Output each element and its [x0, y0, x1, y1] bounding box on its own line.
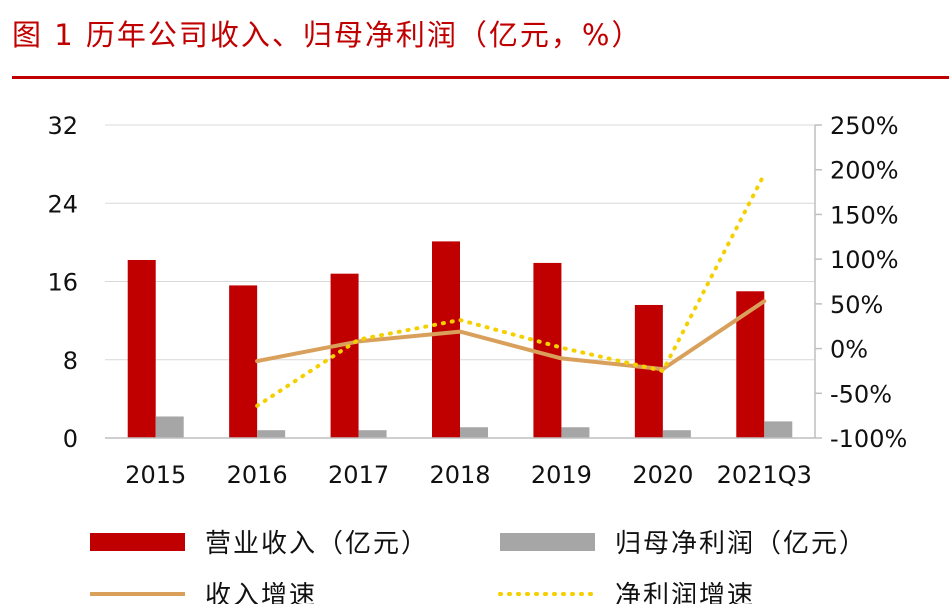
net-profit-bar: [155, 416, 184, 438]
legend-label: 营业收入（亿元）: [205, 529, 429, 559]
x-tick-label: 2018: [429, 461, 490, 489]
right-tick-label: 150%: [830, 201, 899, 229]
x-tick-label: 2020: [632, 461, 693, 489]
chart-title: 图 1 历年公司收入、归母净利润（亿元，%）: [12, 18, 643, 52]
left-tick-label: 24: [47, 190, 78, 218]
profit-growth-line: [255, 172, 767, 408]
revenue-bar: [229, 285, 258, 438]
x-tick-label: 2019: [531, 461, 592, 489]
net-profit-bar: [764, 421, 793, 438]
axes: [105, 124, 822, 439]
growth-lines: [255, 172, 767, 408]
right-tick-label: -100%: [830, 425, 907, 453]
legend-swatch: [500, 533, 595, 551]
net-profit-bar: [561, 427, 590, 438]
x-tick-label: 2015: [125, 461, 186, 489]
x-tick-label: 2021Q3: [717, 461, 812, 489]
legend-label: 净利润增速: [615, 581, 755, 604]
x-tick-label: 2016: [227, 461, 288, 489]
net-profit-bar: [460, 427, 488, 438]
right-tick-label: 250%: [830, 112, 899, 140]
left-tick-label: 16: [47, 269, 78, 297]
net-profit-bar: [662, 430, 691, 438]
legend-label: 收入增速: [205, 581, 317, 604]
legend: 营业收入（亿元） 归母净利润（亿元） 收入增速 净利润增速: [90, 529, 867, 604]
legend-swatch: [90, 533, 185, 551]
left-tick-label: 32: [47, 112, 78, 140]
right-tick-label: 0%: [830, 336, 868, 364]
right-tick-label: -50%: [830, 380, 892, 408]
x-tick-label: 2017: [328, 461, 389, 489]
revenue-bar: [634, 304, 663, 438]
title-underline: [12, 76, 949, 79]
left-tick-label: 0: [63, 425, 78, 453]
bars: [127, 241, 793, 438]
revenue-growth-line: [255, 299, 767, 372]
legend-label: 归母净利润（亿元）: [615, 529, 867, 559]
revenue-bar: [127, 259, 156, 438]
tick-labels: 0 8 16 24 32 -100% -50% 0% 50% 100% 150% 200% 250% 20…: [47, 112, 907, 489]
net-profit-bar: [257, 430, 286, 438]
right-tick-label: 200%: [830, 157, 899, 185]
revenue-bar: [432, 241, 460, 438]
net-profit-bar: [358, 430, 387, 438]
revenue-bar: [736, 291, 765, 438]
right-tick-label: 50%: [830, 291, 883, 319]
left-tick-label: 8: [63, 347, 78, 375]
right-tick-label: 100%: [830, 246, 899, 274]
